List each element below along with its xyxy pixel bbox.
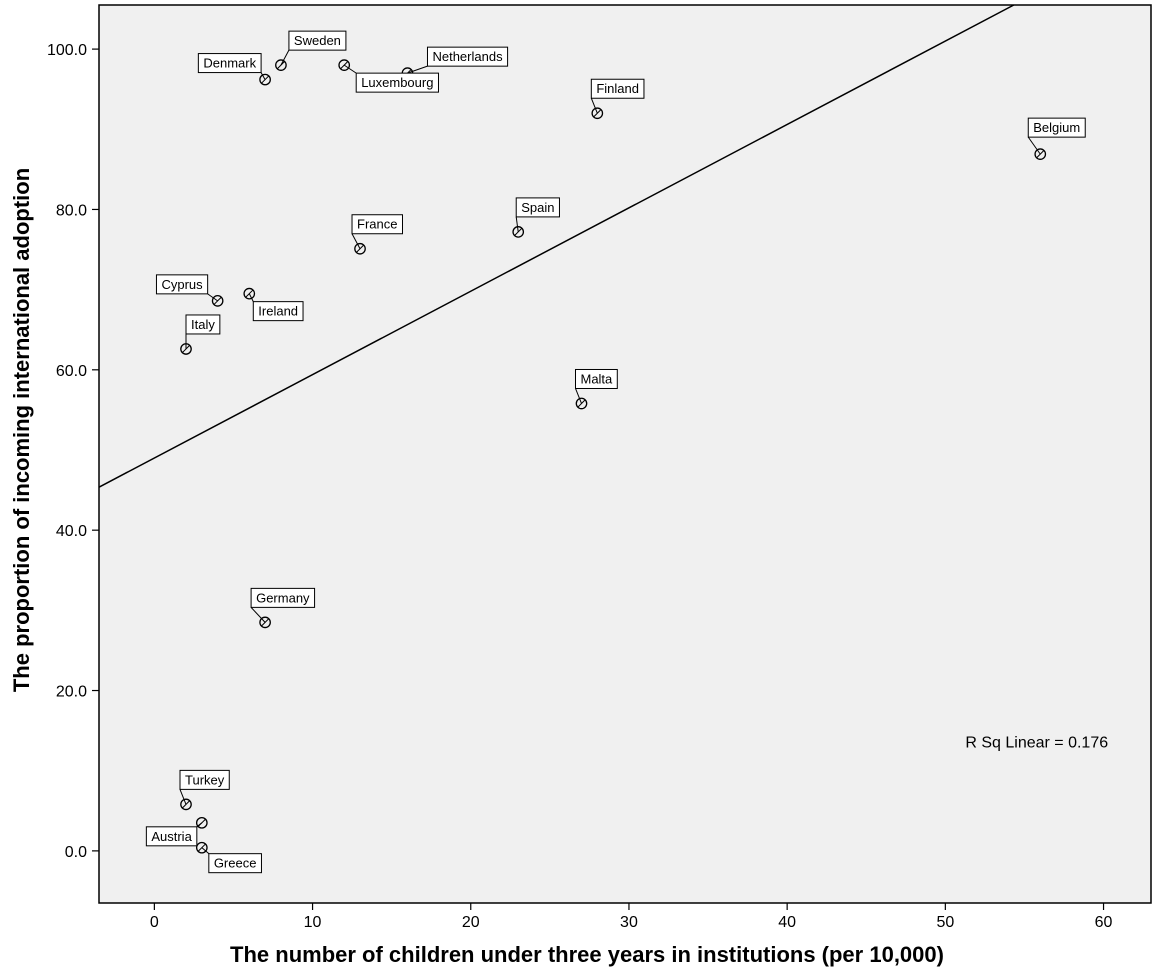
point-label-box [590, 78, 645, 99]
r-squared-annotation: R Sq Linear = 0.176 [965, 735, 1108, 752]
point-label-box [252, 301, 304, 322]
data-point-marker [245, 289, 254, 298]
point-label: Spain [521, 200, 554, 215]
point-label: Cyprus [161, 277, 203, 292]
data-point [275, 59, 287, 71]
point-label-box [250, 587, 316, 608]
point-label: Luxembourg [361, 75, 433, 90]
data-point [575, 397, 588, 410]
point-label: Netherlands [432, 49, 503, 64]
x-tick-label: 20 [462, 914, 480, 931]
point-label-leader [250, 607, 266, 623]
y-tick-label: 100.0 [47, 42, 87, 59]
point-label: Austria [151, 829, 192, 844]
data-point [1034, 148, 1047, 160]
point-label-box [288, 30, 347, 51]
data-point [338, 59, 351, 71]
point-label-box [208, 853, 262, 874]
point-label-leader [407, 65, 428, 74]
point-label: Turkey [185, 772, 225, 787]
x-tick-label: 60 [1095, 914, 1113, 931]
annotations: R Sq Linear = 0.176 [965, 735, 1108, 752]
data-point-marker [213, 296, 222, 305]
point-labels: Sweden Denmark Luxembourg Netherlands Finlan… [145, 30, 1086, 874]
y-tick-label: 20.0 [56, 684, 87, 701]
point-label-leader [201, 847, 210, 855]
point-label: Germany [256, 590, 310, 605]
point-label: Malta [580, 371, 613, 386]
point-label-leader [280, 49, 290, 66]
point-label-leader [351, 233, 361, 249]
point-label: Finland [596, 81, 639, 96]
point-label-box [351, 214, 403, 235]
point-label: Sweden [294, 33, 341, 48]
y-tick-label: 40.0 [56, 523, 87, 540]
point-label-box [179, 769, 230, 790]
point-label: Denmark [203, 56, 256, 71]
point-label-box [426, 46, 509, 67]
point-label-leader [248, 293, 254, 302]
y-tick-label: 80.0 [56, 202, 87, 219]
regression-line [98, 4, 1015, 488]
data-point [195, 841, 208, 854]
y-tick-label: 60.0 [56, 363, 87, 380]
data-point-marker [197, 843, 206, 852]
point-label-leader [343, 64, 357, 74]
point-label-box [515, 197, 560, 218]
point-label-box [197, 53, 262, 74]
point-label-leader [260, 72, 266, 80]
data-point [591, 107, 604, 120]
y-axis-title: The proportion of incoming international… [9, 168, 34, 692]
point-label-box [145, 826, 198, 847]
point-label-leader [1027, 136, 1041, 155]
point-label-leader [196, 822, 203, 828]
point-label-box [155, 274, 209, 295]
x-tick-label: 40 [778, 914, 796, 931]
data-point [259, 616, 271, 629]
point-label-box [1027, 117, 1086, 138]
x-tick-label: 30 [620, 914, 638, 931]
x-tick-label: 0 [150, 914, 159, 931]
data-point [195, 816, 208, 829]
data-point [243, 287, 256, 300]
point-label: Ireland [258, 304, 298, 319]
point-label: Belgium [1033, 120, 1080, 135]
data-point [259, 73, 271, 86]
x-tick-label: 10 [304, 914, 322, 931]
point-label-leader [575, 388, 582, 404]
data-point [512, 226, 525, 238]
point-label: Italy [191, 317, 215, 332]
y-axis: 0.0 20.0 40.0 60.0 80.0 100.0 [47, 42, 99, 861]
x-axis: 0 10 20 30 40 50 60 [150, 903, 1113, 931]
point-label-leader [207, 293, 218, 302]
x-axis-title: The number of children under three years… [230, 942, 944, 967]
data-point [211, 295, 224, 307]
point-label-box [185, 314, 221, 335]
y-tick-label: 0.0 [65, 844, 87, 861]
data-point [354, 242, 366, 255]
fit-line [98, 4, 1015, 488]
point-label-leader [590, 98, 598, 114]
point-label-box [574, 368, 618, 389]
plot-area [98, 4, 1152, 904]
data-point [180, 798, 192, 811]
x-tick-label: 50 [936, 914, 954, 931]
point-label: Greece [214, 856, 257, 871]
point-label-leader [515, 216, 519, 232]
data-point-marker [514, 227, 523, 236]
point-label: France [357, 217, 397, 232]
point-label-leader [179, 789, 187, 805]
point-label-box [355, 72, 439, 93]
